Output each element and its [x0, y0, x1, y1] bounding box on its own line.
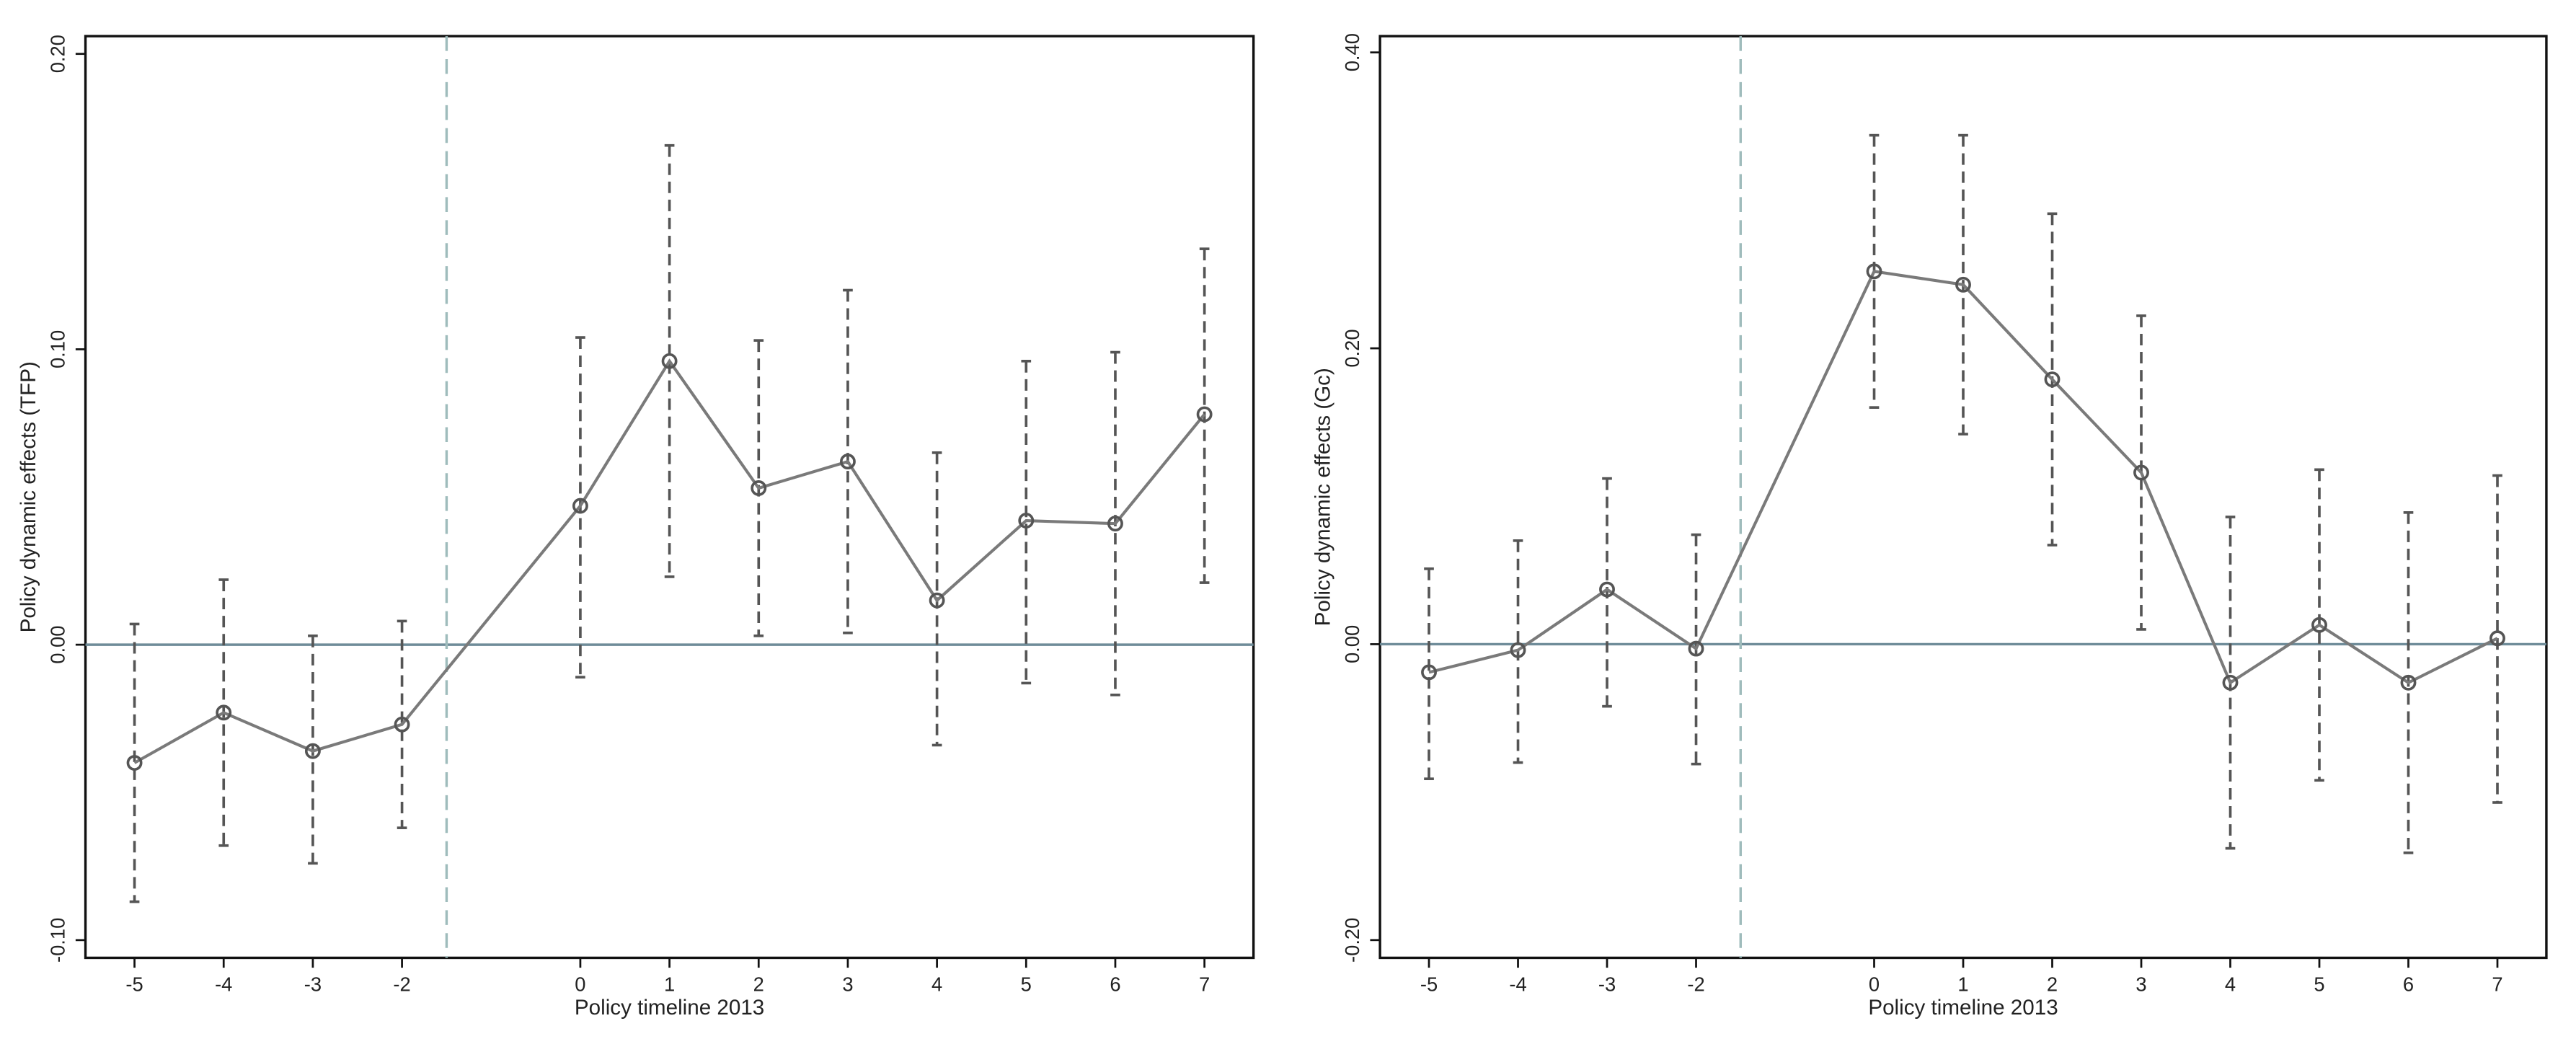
point [2044, 371, 2061, 388]
point [929, 592, 945, 609]
x-tick-label: 6 [1110, 973, 1120, 995]
y-tick-label: -0.20 [1341, 918, 1363, 963]
x-tick-label: -5 [125, 973, 143, 995]
x-tick-label: 6 [2403, 973, 2414, 995]
point [304, 743, 321, 759]
x-tick-label: 5 [2314, 973, 2324, 995]
point [2222, 674, 2239, 691]
point [751, 480, 767, 496]
series-line [133, 358, 1206, 764]
point [661, 353, 678, 369]
x-tick-label: 5 [1021, 973, 1032, 995]
x-tick-label: 4 [931, 973, 942, 995]
point [2133, 464, 2149, 481]
x-tick-label: 4 [2225, 973, 2236, 995]
point [216, 704, 232, 721]
point [1421, 664, 1437, 681]
y-tick-label: 0.20 [1341, 329, 1363, 367]
point [1955, 276, 1971, 293]
point [1510, 642, 1526, 658]
y-tick-label: 0.10 [46, 330, 68, 368]
x-tick-label: -4 [215, 973, 232, 995]
x-tick-label: 2 [753, 973, 764, 995]
y-tick-label: -0.10 [46, 918, 68, 963]
point [1599, 581, 1615, 598]
point [394, 716, 410, 733]
y-tick-label: 0.00 [1341, 625, 1363, 663]
point [2489, 630, 2505, 647]
y-tick-label: 0.20 [46, 35, 68, 73]
x-tick-label: 0 [1869, 973, 1880, 995]
x-tick-label: -5 [1420, 973, 1438, 995]
point [1107, 516, 1123, 532]
x-tick-label: -4 [1509, 973, 1526, 995]
x-tick-label: 1 [1957, 973, 1968, 995]
x-tick-label: -2 [1687, 973, 1704, 995]
x-tick-label: 3 [2135, 973, 2146, 995]
x-tick-label: 7 [2492, 973, 2502, 995]
point [2400, 674, 2417, 691]
x-axis-label: Policy timeline 2013 [575, 996, 764, 1020]
x-tick-label: -3 [1598, 973, 1616, 995]
point [126, 755, 143, 771]
point [572, 498, 588, 514]
point [1866, 263, 1882, 280]
y-tick-label: 0.00 [46, 626, 68, 664]
point [2311, 616, 2327, 633]
series-line [1428, 270, 2498, 685]
y-axis-label: Policy dynamic effects (Gc) [1311, 368, 1335, 626]
point [1688, 640, 1704, 657]
x-tick-label: 1 [664, 973, 675, 995]
x-tick-label: 7 [1199, 973, 1210, 995]
x-tick-label: 3 [842, 973, 853, 995]
point [1196, 406, 1213, 423]
point [1018, 513, 1035, 529]
y-axis-label: Policy dynamic effects (TFP) [17, 361, 40, 632]
x-tick-label: -3 [304, 973, 322, 995]
x-tick-label: 0 [575, 973, 585, 995]
y-tick-label: 0.40 [1341, 33, 1363, 71]
x-tick-label: -2 [393, 973, 410, 995]
x-tick-label: 2 [2047, 973, 2058, 995]
x-axis-label: Policy timeline 2013 [1868, 996, 2058, 1020]
point [840, 454, 856, 470]
